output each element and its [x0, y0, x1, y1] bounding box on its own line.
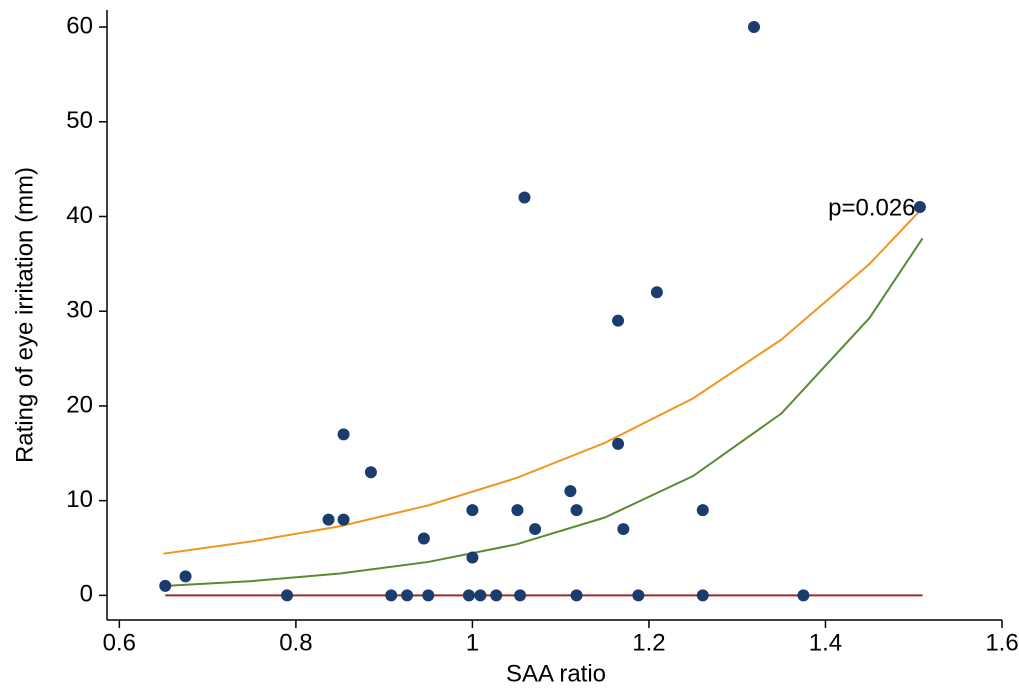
- point: [401, 589, 414, 602]
- y-tick-label: 30: [66, 297, 93, 324]
- point: [747, 21, 760, 34]
- x-tick-label: 1: [466, 629, 479, 656]
- point: [632, 589, 645, 602]
- point: [797, 589, 810, 602]
- x-tick-label: 1.2: [632, 629, 665, 656]
- point: [466, 504, 479, 517]
- point: [514, 589, 527, 602]
- point: [462, 589, 475, 602]
- y-axis-title: Rating of eye irritation (mm): [11, 167, 38, 463]
- point: [696, 589, 709, 602]
- y-tick-label: 20: [66, 391, 93, 418]
- point: [179, 570, 192, 583]
- point: [518, 191, 531, 204]
- point: [696, 504, 709, 517]
- point: [364, 466, 377, 479]
- point: [466, 551, 479, 564]
- point: [281, 589, 294, 602]
- point: [617, 523, 630, 536]
- point: [529, 523, 542, 536]
- y-tick-label: 60: [66, 12, 93, 39]
- fit-line: [163, 237, 924, 587]
- x-tick-label: 0.6: [103, 629, 136, 656]
- point: [570, 589, 583, 602]
- point: [511, 504, 524, 517]
- y-tick-label: 10: [66, 486, 93, 513]
- point: [650, 286, 663, 299]
- point: [913, 201, 926, 214]
- x-tick-label: 0.8: [279, 629, 312, 656]
- point: [159, 579, 172, 592]
- x-tick-label: 1.4: [809, 629, 842, 656]
- point: [337, 513, 350, 526]
- point: [564, 485, 577, 498]
- y-tick-label: 0: [80, 581, 93, 608]
- point: [322, 513, 335, 526]
- y-tick-label: 50: [66, 107, 93, 134]
- point: [422, 589, 435, 602]
- point: [612, 314, 625, 327]
- point: [385, 589, 398, 602]
- x-tick-label: 1.6: [985, 629, 1018, 656]
- point: [417, 532, 430, 545]
- point: [612, 437, 625, 450]
- point: [570, 504, 583, 517]
- annotation: p=0.026: [828, 194, 915, 221]
- point: [337, 428, 350, 441]
- y-tick-label: 40: [66, 202, 93, 229]
- point: [490, 589, 503, 602]
- point: [474, 589, 487, 602]
- x-axis-title: SAA ratio: [506, 660, 606, 687]
- fit-line: [163, 207, 924, 555]
